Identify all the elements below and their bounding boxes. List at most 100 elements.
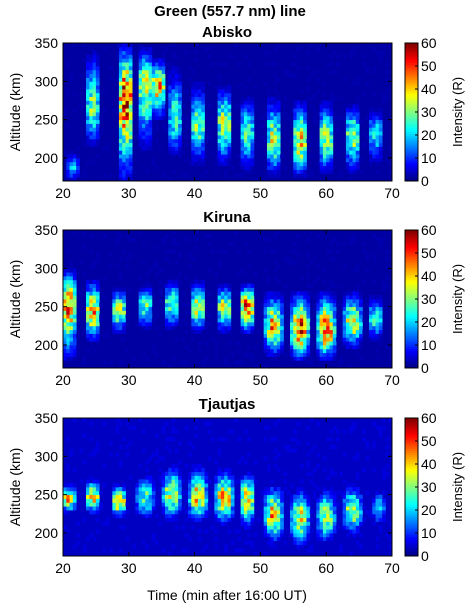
heatmap-cell <box>122 249 126 254</box>
heatmap-cell <box>197 479 202 484</box>
heatmap-cell <box>151 100 156 105</box>
heatmap-cell <box>145 494 149 499</box>
heatmap-cell <box>92 115 97 121</box>
heatmap-cell <box>72 276 77 281</box>
heatmap-cell <box>72 333 77 338</box>
heatmap-cell <box>345 115 350 121</box>
heatmap-cell <box>191 310 195 315</box>
heatmap-cell <box>237 529 242 534</box>
heatmap-cell <box>266 348 271 354</box>
heatmap-cell <box>164 437 169 442</box>
heatmap-cell <box>227 467 232 473</box>
colorbar-step <box>405 159 418 163</box>
heatmap-cell <box>148 283 153 288</box>
heatmap-cell <box>243 161 248 167</box>
heatmap-cell <box>118 494 123 499</box>
heatmap-cell <box>319 123 324 128</box>
heatmap-cell <box>132 169 136 174</box>
heatmap-cell <box>109 77 113 82</box>
heatmap-cell <box>224 479 228 484</box>
colorbar-step <box>405 461 418 464</box>
heatmap-cell <box>89 127 94 132</box>
heatmap-cell <box>227 494 232 499</box>
heatmap-cell <box>69 348 74 354</box>
colorbar-step <box>405 157 418 160</box>
heatmap-cell <box>171 115 176 121</box>
colorbar-step <box>405 346 418 350</box>
colorbar-step <box>405 148 418 152</box>
heatmap-cell <box>174 314 179 319</box>
heatmap-cell <box>293 348 297 354</box>
heatmap-cell <box>118 513 123 519</box>
heatmap-cell <box>220 471 225 476</box>
heatmap-cell <box>352 46 357 52</box>
heatmap-cell <box>293 533 297 538</box>
heatmap-cell <box>303 302 307 308</box>
heatmap-cell <box>184 425 189 430</box>
heatmap-cell <box>89 421 94 427</box>
heatmap-cell <box>319 329 324 334</box>
heatmap-cell <box>382 100 386 105</box>
heatmap-cell <box>194 138 199 144</box>
heatmap-cell <box>276 322 281 327</box>
heatmap-cell <box>329 429 334 434</box>
heatmap-cell <box>329 356 334 361</box>
colorbar-step <box>405 144 418 147</box>
heatmap-cell <box>309 356 314 361</box>
heatmap-cell <box>92 92 97 98</box>
heatmap-cell <box>122 108 126 113</box>
heatmap-cell <box>92 279 97 285</box>
heatmap-cell <box>355 115 360 121</box>
heatmap-cell <box>138 115 143 121</box>
heatmap-cell <box>263 552 268 557</box>
heatmap-cell <box>227 299 232 304</box>
heatmap-cell <box>266 425 271 430</box>
colorbar-step <box>405 342 418 345</box>
heatmap-cell <box>329 341 334 346</box>
heatmap-cell <box>375 112 380 117</box>
heatmap-cell <box>263 348 268 354</box>
heatmap-cell <box>332 521 337 526</box>
heatmap-cell <box>148 310 153 315</box>
heatmap-cell <box>322 165 327 170</box>
heatmap-cell <box>368 329 373 334</box>
heatmap-cell <box>250 161 255 167</box>
heatmap-cell <box>191 150 195 155</box>
heatmap-cell <box>296 310 301 315</box>
heatmap-cell <box>194 119 199 124</box>
heatmap-cell <box>204 502 209 507</box>
heatmap-cell <box>145 108 149 113</box>
heatmap-cell <box>227 112 232 117</box>
heatmap-cell <box>375 310 380 315</box>
heatmap-cell <box>220 295 225 300</box>
heatmap-cell <box>194 295 199 300</box>
heatmap-cell <box>303 154 307 159</box>
heatmap-cell <box>332 69 337 75</box>
heatmap-cell <box>151 92 156 98</box>
heatmap-cell <box>118 112 123 117</box>
heatmap-cell <box>145 62 149 67</box>
heatmap-cell <box>141 322 146 327</box>
heatmap-cell <box>197 279 202 285</box>
heatmap-cell <box>247 158 251 163</box>
heatmap-cell <box>171 483 176 488</box>
heatmap-cell <box>234 154 238 159</box>
heatmap-cell <box>145 475 149 480</box>
heatmap-cell <box>72 356 77 361</box>
heatmap-cell <box>355 329 360 334</box>
heatmap-cell <box>326 502 330 507</box>
heatmap-cell <box>296 135 301 140</box>
heatmap-cell <box>329 295 334 300</box>
heatmap-cell <box>191 475 195 480</box>
heatmap-cell <box>362 437 367 442</box>
heatmap-cell <box>388 43 393 48</box>
heatmap-cell <box>69 291 74 296</box>
heatmap-cell <box>263 249 268 254</box>
heatmap-cell <box>372 322 376 327</box>
heatmap-cell <box>220 325 225 331</box>
heatmap-cell <box>227 154 232 159</box>
heatmap-cell <box>250 96 255 101</box>
heatmap-cell <box>303 108 307 113</box>
heatmap-cell <box>388 146 393 151</box>
